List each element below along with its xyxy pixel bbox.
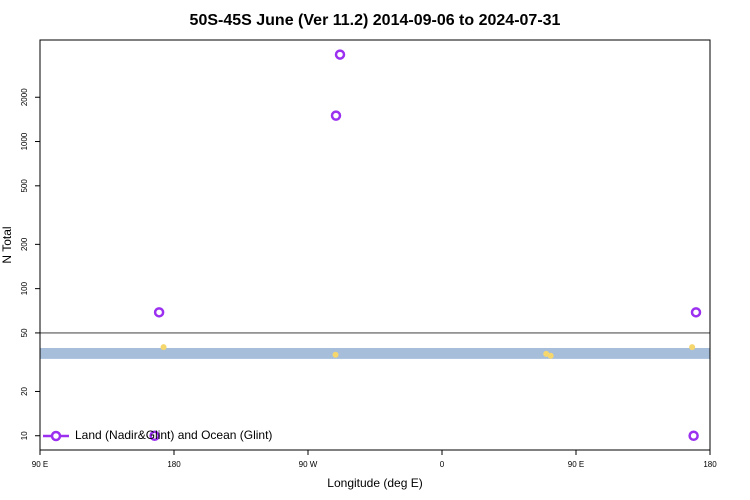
y-tick-label: 1000 bbox=[20, 132, 29, 150]
x-tick-label: 180 bbox=[703, 460, 717, 469]
data-point bbox=[690, 307, 702, 318]
y-tick-label: 500 bbox=[20, 179, 29, 193]
legend: Land (Nadir&Glint) and Ocean (Glint) bbox=[43, 428, 272, 442]
data-point bbox=[334, 49, 346, 60]
y-tick-label: 50 bbox=[20, 328, 29, 337]
x-tick-label: 90 E bbox=[568, 460, 584, 469]
minor-point bbox=[332, 351, 339, 358]
y-tick-label: 2000 bbox=[20, 88, 29, 106]
legend-marker bbox=[50, 430, 62, 442]
y-tick-label: 200 bbox=[20, 237, 29, 251]
minor-point bbox=[547, 352, 554, 359]
x-tick-label: 90 W bbox=[299, 460, 318, 469]
data-point bbox=[330, 110, 342, 121]
y-tick-label: 100 bbox=[20, 281, 29, 295]
legend-label: Land (Nadir&Glint) and Ocean (Glint) bbox=[75, 428, 272, 442]
minor-point bbox=[160, 344, 167, 351]
y-axis-label: N Total bbox=[0, 226, 14, 263]
x-tick-label: 0 bbox=[440, 460, 445, 469]
minor-point bbox=[689, 344, 696, 351]
y-tick-label: 10 bbox=[20, 431, 29, 440]
x-axis-label: Longitude (deg E) bbox=[327, 476, 422, 490]
chart-title: 50S-45S June (Ver 11.2) 2014-09-06 to 20… bbox=[190, 12, 561, 29]
x-tick-label: 90 E bbox=[32, 460, 48, 469]
plot-frame bbox=[39, 39, 711, 451]
band bbox=[40, 347, 710, 359]
data-point bbox=[149, 430, 160, 441]
data-point bbox=[153, 307, 165, 318]
data-point bbox=[688, 430, 699, 441]
x-tick-label: 180 bbox=[167, 460, 181, 469]
y-tick-label: 20 bbox=[20, 386, 29, 395]
